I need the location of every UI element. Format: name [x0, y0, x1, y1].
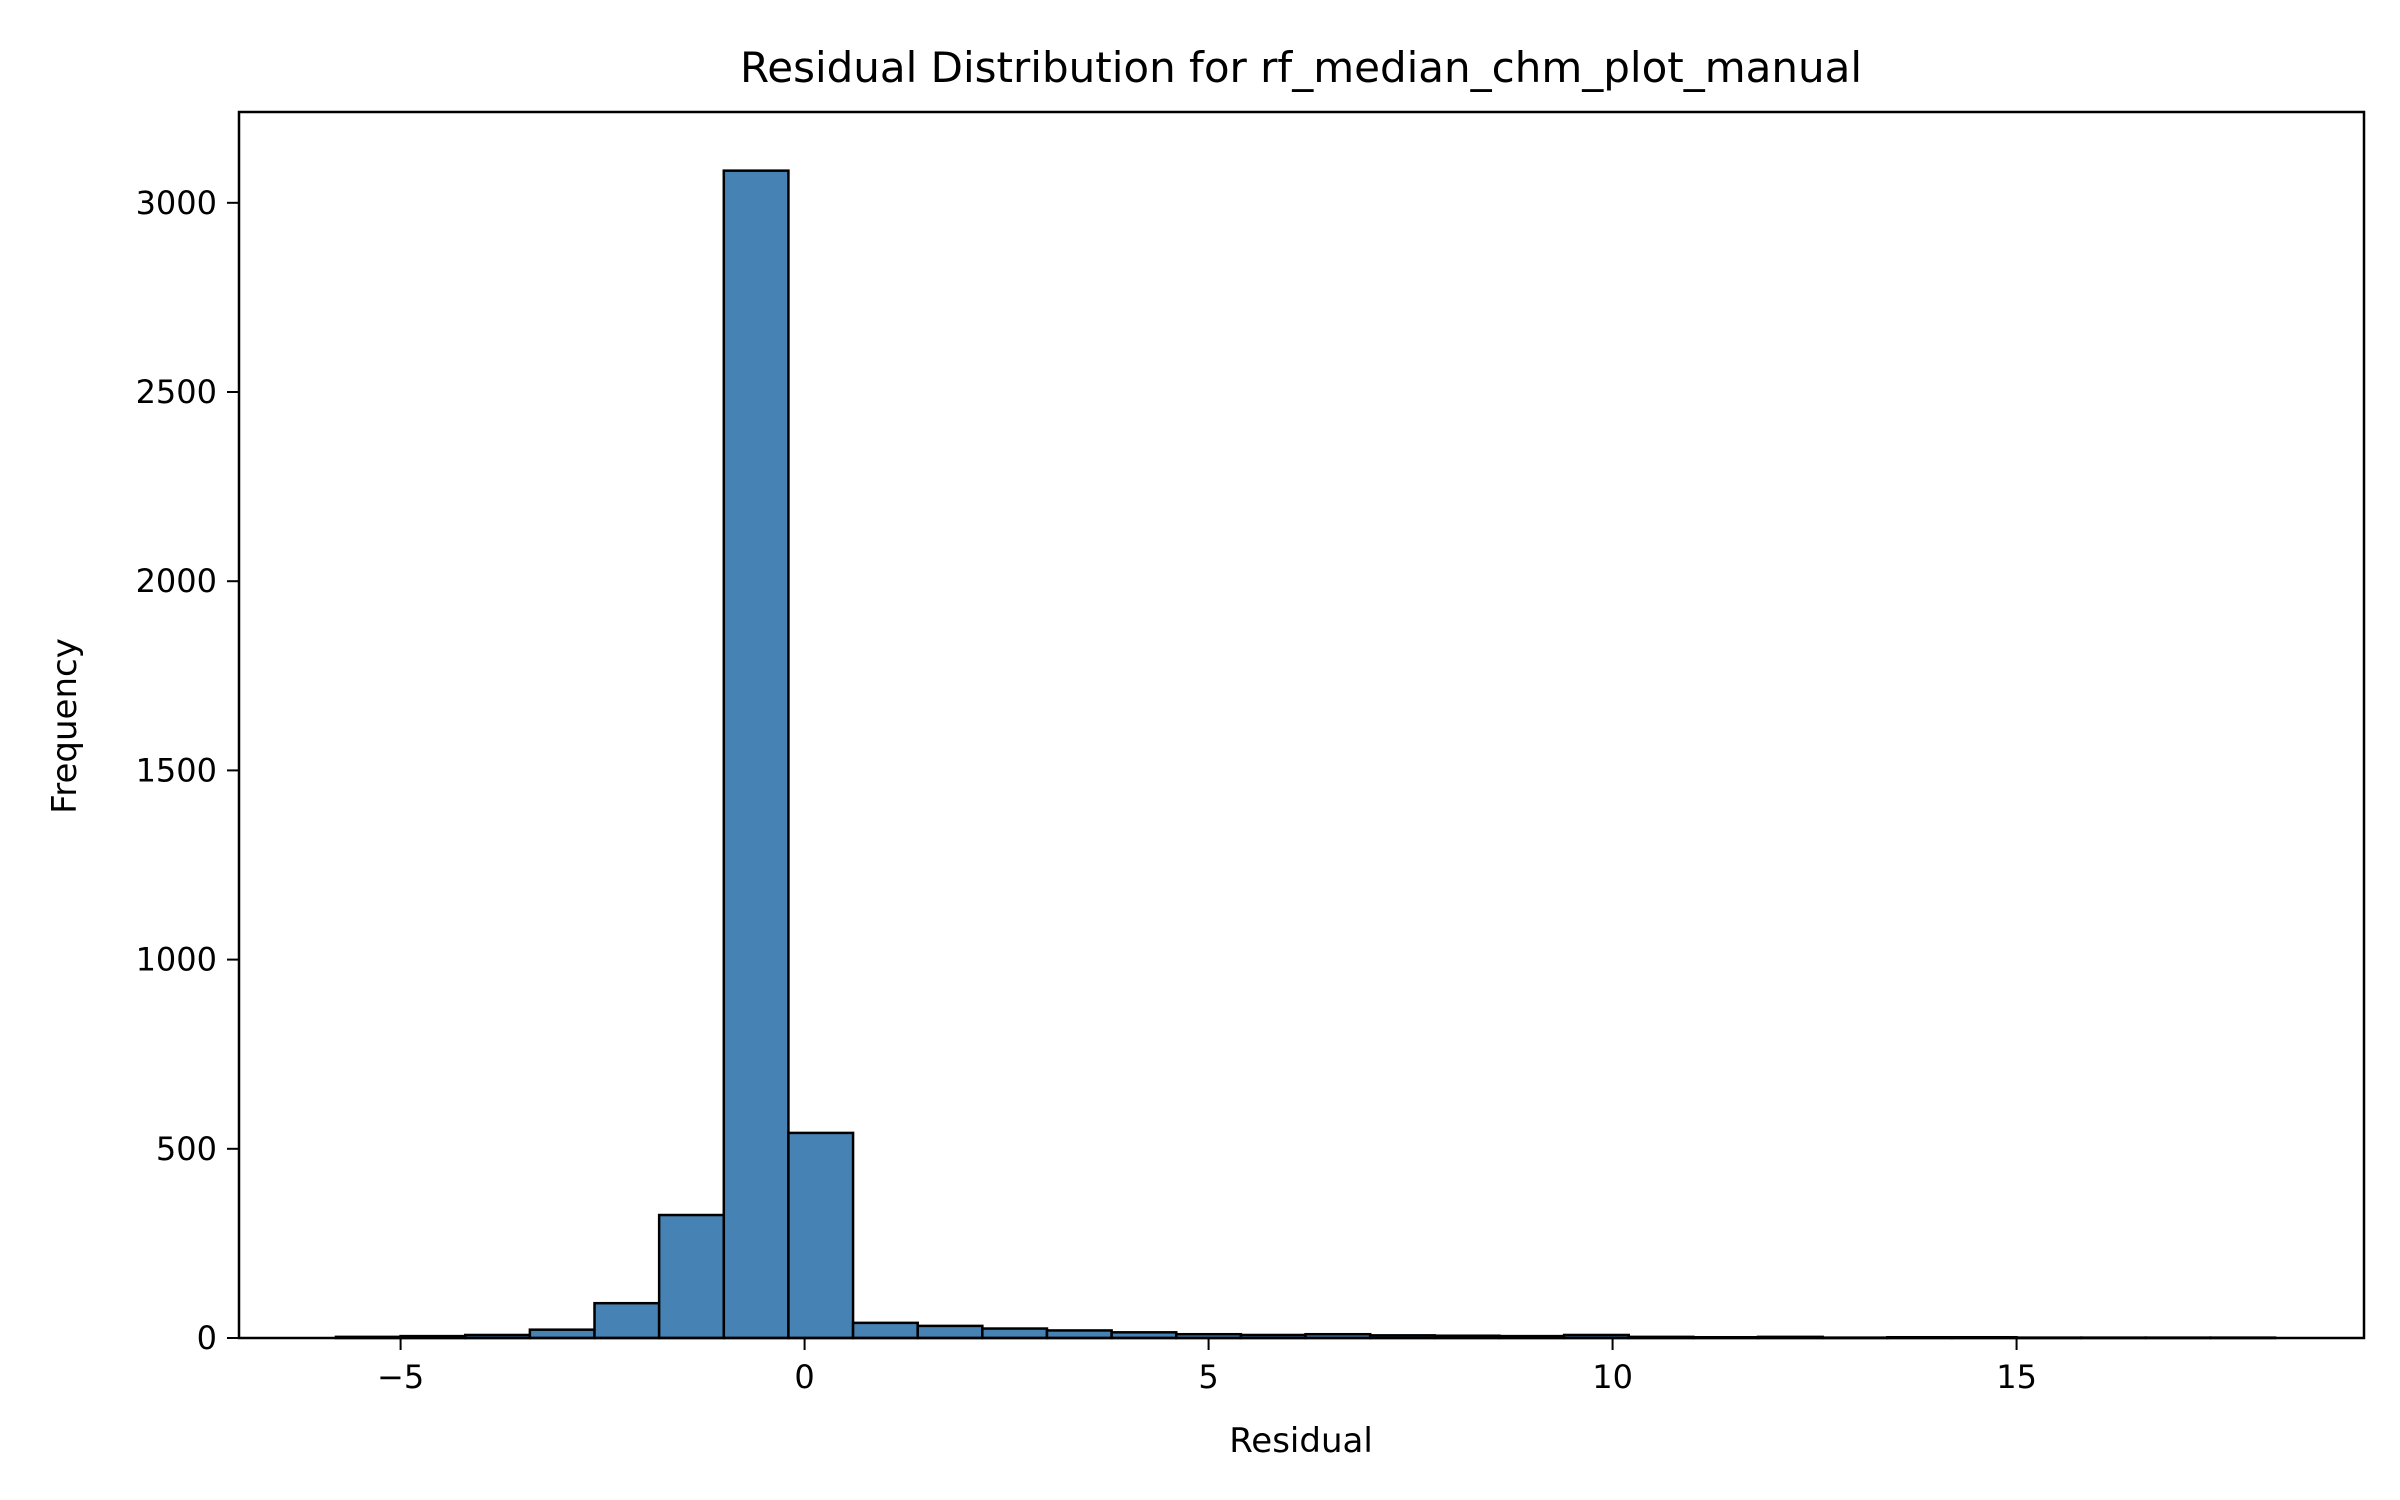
y-tick-label: 500 — [156, 1130, 217, 1168]
histogram-bar — [722, 169, 790, 1340]
x-tick-label: 15 — [1996, 1358, 2037, 1396]
x-tick-label: 5 — [1198, 1358, 1218, 1396]
histogram-bar — [657, 1213, 726, 1340]
y-axis-title: Frequency — [45, 638, 85, 814]
y-tick-label: 1500 — [136, 751, 217, 789]
histogram-bar — [787, 1131, 855, 1340]
histogram-bar — [851, 1321, 919, 1340]
y-axis-ticks: 0 500 1000 1500 2000 2500 3000 — [136, 184, 239, 1357]
y-tick-label: 2000 — [136, 562, 217, 600]
x-axis-title: Residual — [1229, 1421, 1373, 1461]
x-axis-ticks: −5 0 5 10 15 — [377, 1338, 2037, 1396]
y-tick-label: 2500 — [136, 373, 217, 411]
histogram-bars — [334, 169, 2277, 1340]
chart-title: Residual Distribution for rf_median_chm_… — [740, 43, 1862, 92]
histogram-bar — [593, 1301, 661, 1340]
y-tick-label: 3000 — [136, 184, 217, 222]
histogram-bar — [916, 1324, 984, 1340]
x-tick-label: 0 — [794, 1358, 814, 1396]
y-tick-label: 1000 — [136, 941, 217, 979]
plot-frame — [237, 110, 2366, 1340]
y-tick-label: 0 — [197, 1319, 217, 1357]
x-tick-label: −5 — [377, 1358, 424, 1396]
histogram-bar — [981, 1327, 1049, 1340]
x-tick-label: 10 — [1592, 1358, 1633, 1396]
